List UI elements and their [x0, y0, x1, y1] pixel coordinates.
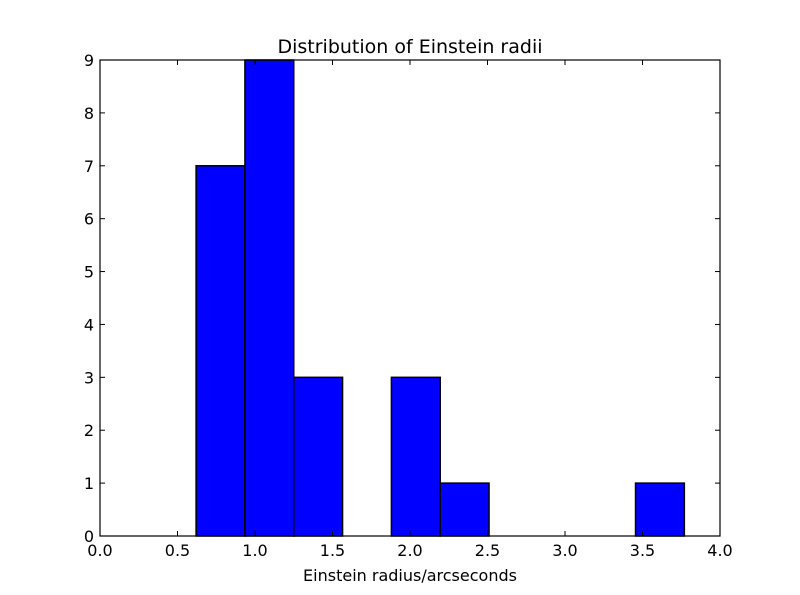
- y-tick-label-5: 5: [84, 263, 94, 282]
- histogram-bar-4: [390, 376, 441, 537]
- x-tick-label-2: 1.0: [242, 541, 267, 560]
- y-tick-label-8: 8: [84, 104, 94, 123]
- y-tick-label-9: 9: [84, 51, 94, 70]
- x-axis-label: Einstein radius/arcseconds: [303, 566, 517, 585]
- histogram-bar-0: [195, 165, 246, 537]
- histogram-bar-9: [634, 482, 686, 537]
- plot-frame: [99, 59, 721, 537]
- x-tick-label-4: 2.0: [397, 541, 422, 560]
- y-tick-label-1: 1: [84, 474, 94, 493]
- y-tick-label-2: 2: [84, 421, 94, 440]
- ticks-group: 0.0 0.5 1.0 1.5 2.0 2.5 3.0 3.5 4.0 0 1 2 3 4 5 6 7 8 9: [84, 51, 733, 560]
- y-tick-label-0: 0: [84, 527, 94, 546]
- y-tick-label-3: 3: [84, 368, 94, 387]
- histogram-bar-2: [293, 376, 344, 537]
- y-tick-label-6: 6: [84, 210, 94, 229]
- histogram-bar-1: [244, 59, 295, 537]
- x-tick-label-1: 0.5: [165, 541, 190, 560]
- x-tick-label-3: 1.5: [320, 541, 345, 560]
- y-tick-label-4: 4: [84, 315, 94, 334]
- x-tick-label-8: 4.0: [707, 541, 732, 560]
- histogram-bar-5: [439, 482, 490, 537]
- chart-title: Distribution of Einstein radii: [277, 36, 542, 58]
- x-tick-label-5: 2.5: [475, 541, 500, 560]
- x-tick-label-0: 0.0: [87, 541, 112, 560]
- x-tick-label-6: 3.0: [552, 541, 577, 560]
- y-tick-label-7: 7: [84, 157, 94, 176]
- x-tick-label-7: 3.5: [630, 541, 655, 560]
- bars-group: [195, 59, 686, 537]
